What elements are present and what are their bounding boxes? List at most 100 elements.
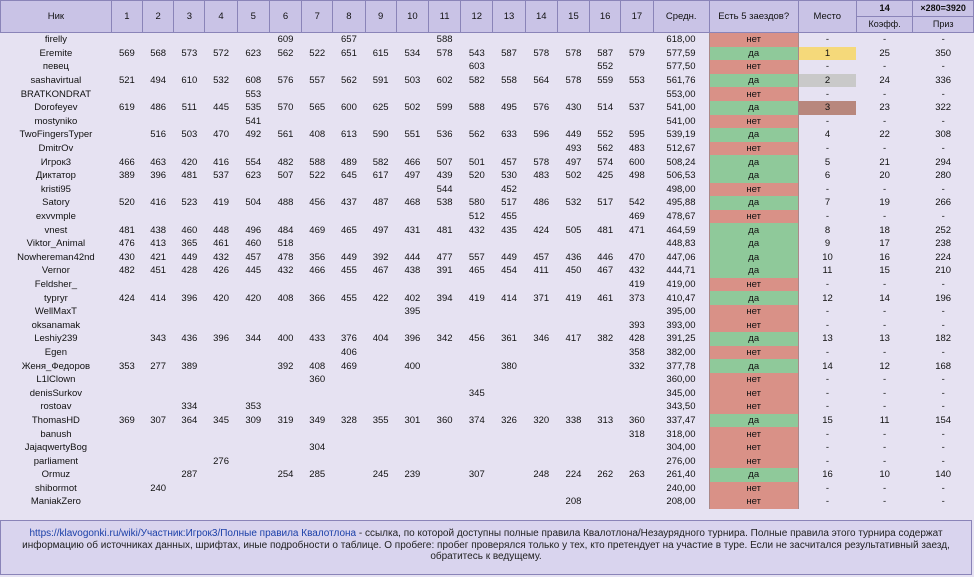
race-score <box>461 427 493 441</box>
col-race-header[interactable]: 12 <box>460 0 494 33</box>
table-row[interactable]: WellMaxT 395 395,00 нет - - - <box>1 304 974 319</box>
col-race-header[interactable]: 16 <box>589 0 622 33</box>
col-race-header[interactable]: 1 <box>110 0 144 33</box>
col-race-header[interactable]: 17 <box>620 0 654 33</box>
table-row[interactable]: певец 603 552 577,50 нет - - - <box>1 60 974 74</box>
race-score <box>237 33 269 47</box>
table-row[interactable]: Диктатор 389 396 481 537 623 507 522 645 617 497 43… <box>1 168 974 183</box>
table-row[interactable]: Vernor 482 451 428 426 445 432 466 455 467 438 391 4… <box>1 264 974 278</box>
table-row[interactable]: ManiakZero 208 208,00 нет - - - <box>1 495 974 509</box>
table-row[interactable]: Nowhereman42nd 430 421 449 432 457 478 356 449 39… <box>1 250 974 265</box>
race-score <box>143 318 174 332</box>
race-score <box>205 400 237 414</box>
table-row[interactable]: Dorofeyev 619 486 511 445 535 570 565 600 625 502 5… <box>1 100 974 115</box>
col-race-header[interactable]: 7 <box>301 0 334 33</box>
race-score <box>525 115 557 129</box>
table-row[interactable]: Eremite 569 568 573 572 623 562 522 651 615 534 578… <box>1 46 974 61</box>
race-score <box>143 87 174 101</box>
table-row[interactable]: firelly 609 657 588 618,00 нет - - - <box>1 32 974 47</box>
col-nick-header[interactable]: Ник <box>0 0 112 33</box>
race-score: 551 <box>404 129 421 141</box>
table-row[interactable]: oksanamak 393 393,00 нет - - - <box>1 318 974 333</box>
race-score <box>396 60 428 74</box>
col-race-header[interactable]: 5 <box>236 0 270 33</box>
player-nick: Nowhereman42nd <box>17 251 95 263</box>
table-row[interactable]: Женя_Федоров 353 277 389 392 408 469 400 380 332 3… <box>1 359 974 373</box>
place-value: 7 <box>824 197 831 209</box>
has5-status: нет <box>708 400 799 414</box>
race-score: 404 <box>372 333 389 345</box>
table-row[interactable]: Feldsher_ 419 419,00 нет - - - <box>1 277 974 292</box>
race-score <box>590 278 621 292</box>
table-row[interactable]: BRATKONDRAT 553 553,00 нет - - - <box>1 87 974 101</box>
table-row[interactable]: Ormuz 287 254 285 245 239 307 248 224 262 263 261,4… <box>1 468 974 482</box>
race-score <box>174 278 205 292</box>
table-row[interactable]: TwoFingersTyper 516 503 470 492 561 408 613 590 5… <box>1 128 974 142</box>
col-race-header[interactable]: 14 <box>524 0 558 33</box>
col-race-header[interactable]: 11 <box>427 0 462 33</box>
race-score <box>557 359 589 373</box>
race-score: 477 <box>436 251 453 263</box>
race-score: 495 <box>501 102 517 114</box>
table-row[interactable]: DmitrOv 493 562 483 512,67 нет - - - <box>1 141 974 156</box>
col-avg-header[interactable]: Средн. <box>652 0 710 33</box>
race-score: 588 <box>309 156 326 168</box>
col-race-header[interactable]: 3 <box>173 0 206 33</box>
table-row[interactable]: banush 318 318,00 нет - - - <box>1 427 974 441</box>
table-row[interactable]: JajaqwertyBog 304 304,00 нет - - - <box>1 440 974 455</box>
race-score: 467 <box>372 265 389 277</box>
table-row[interactable]: L1lClown 360 360,00 нет - - - <box>1 372 974 387</box>
race-score <box>333 468 365 482</box>
table-row[interactable]: Игрок3 466 463 420 416 554 482 588 489 582 466 507 5… <box>1 155 974 169</box>
player-nick: певец <box>42 61 69 73</box>
col-race-header[interactable]: 9 <box>364 0 397 33</box>
race-score: 419 <box>213 197 229 209</box>
rules-link[interactable]: https://klavogonki.ru/wiki/Участник:Игро… <box>29 528 357 539</box>
table-row[interactable]: denisSurkov 345 345,00 нет - - - <box>1 386 974 401</box>
table-row[interactable]: vnest 481 438 460 448 496 484 469 465 497 431 481 43… <box>1 223 974 237</box>
col-prize-header[interactable]: Приз <box>912 16 974 33</box>
table-row[interactable]: Viktor_Animal 476 413 365 461 460 518 448,83 да 9… <box>1 236 974 251</box>
race-score <box>333 427 365 441</box>
race-score: 432 <box>277 265 294 277</box>
table-row[interactable]: ThomasHD 369 307 364 345 309 319 349 328 355 301 36… <box>1 413 974 428</box>
table-row[interactable]: parliament 276 276,00 нет - - - <box>1 454 974 468</box>
race-score <box>525 278 557 292</box>
col-race-header[interactable]: 15 <box>556 0 591 33</box>
col-coef-header[interactable]: Коэфф. <box>855 16 914 33</box>
race-score <box>396 210 428 224</box>
table-row[interactable]: rostoav 334 353 343,50 нет - - - <box>1 400 974 414</box>
col-race-header[interactable]: 4 <box>204 0 238 33</box>
table-row[interactable]: Leshiy239 343 436 396 344 400 433 376 404 396 342 4… <box>1 332 974 346</box>
col-has5-header[interactable]: Есть 5 заездов? <box>708 0 799 33</box>
race-score <box>365 33 396 47</box>
race-score <box>365 142 396 156</box>
race-score <box>269 386 301 400</box>
col-race-header[interactable]: 8 <box>332 0 366 33</box>
table-row[interactable]: shibormot 240 240,00 нет - - - <box>1 481 974 496</box>
race-score: 600 <box>628 156 645 168</box>
col-race-header[interactable]: 10 <box>395 0 429 33</box>
has5-status: нет <box>708 87 799 101</box>
table-row[interactable]: sashavirtual 521 494 610 532 608 576 557 562 591 5… <box>1 73 974 88</box>
race-score <box>557 60 589 74</box>
table-row[interactable]: exvvmple 512 455 469 478,67 нет - - - <box>1 209 974 224</box>
col-race-header[interactable]: 2 <box>142 0 175 33</box>
col-race-header[interactable]: 6 <box>268 0 303 33</box>
col-place-header[interactable]: Место <box>797 0 857 33</box>
race-score: 602 <box>436 75 453 87</box>
table-row[interactable]: kristi95 544 452 498,00 нет - - - <box>1 182 974 197</box>
coef-value: - <box>883 401 887 413</box>
table-row[interactable]: Satory 520 416 523 419 504 488 456 437 487 468 538 5… <box>1 196 974 210</box>
race-score <box>143 346 174 360</box>
table-row[interactable]: typryr 424 414 396 420 420 408 366 455 422 402 394 4… <box>1 291 974 305</box>
table-row[interactable]: mostyniko 541 541,00 нет - - - <box>1 114 974 129</box>
col-race-header[interactable]: 13 <box>492 0 526 33</box>
race-score <box>205 278 237 292</box>
race-score: 516 <box>150 129 167 141</box>
race-score <box>525 400 557 414</box>
table-row[interactable]: Egen 406 358 382,00 нет - - - <box>1 345 974 360</box>
race-score: 428 <box>628 333 645 345</box>
prize-value: 308 <box>935 129 952 141</box>
race-score: 492 <box>245 129 262 141</box>
